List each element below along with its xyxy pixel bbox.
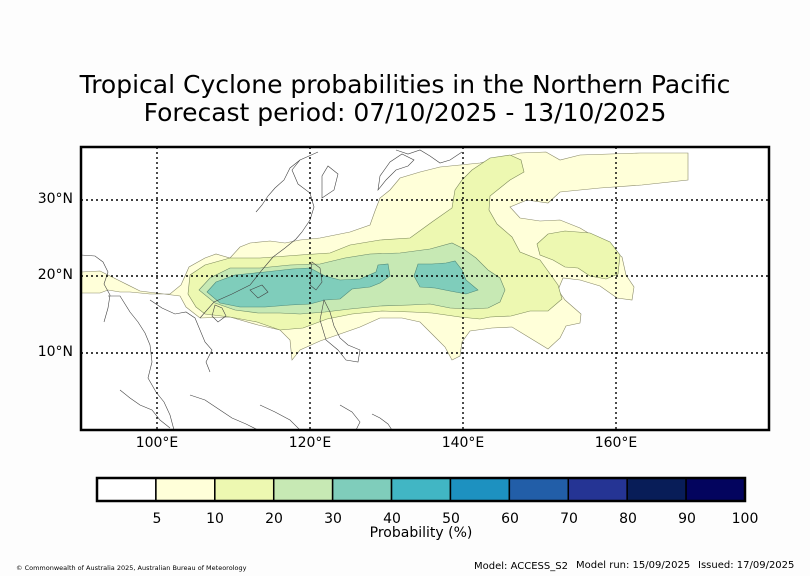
- contour-30-40-east: [413, 260, 479, 295]
- colorbar-tick: 90: [678, 511, 696, 527]
- colorbar-tick: 60: [501, 511, 519, 527]
- lat-label-30n: 30°N: [37, 191, 73, 207]
- colorbar-tick: 20: [265, 511, 283, 527]
- colorbar-tick: 30: [324, 511, 342, 527]
- copyright-notice: © Commonwealth of Australia 2025, Austra…: [16, 564, 247, 572]
- colorbar-tick: 80: [619, 511, 637, 527]
- colorbar-tick: 5: [152, 511, 162, 527]
- colorbar-segment: [96, 477, 157, 502]
- colorbar-label: Probability (%): [369, 525, 473, 541]
- lon-label-120e: 120°E: [288, 435, 332, 451]
- colorbar-segment: [155, 477, 216, 502]
- coastlines: [81, 149, 463, 430]
- map-title: Tropical Cyclone probabilities in the No…: [79, 70, 731, 99]
- lat-label-10n: 10°N: [37, 344, 73, 360]
- graticule: [81, 147, 769, 430]
- colorbar-frame: [95, 476, 747, 503]
- map-frame: [79, 145, 771, 432]
- colorbar-tick: 40: [383, 511, 401, 527]
- colorbar-segment: [272, 477, 334, 502]
- model-name: Model: ACCESS_S2: [474, 561, 568, 572]
- colorbar-segment: [214, 477, 275, 502]
- colorbar-tick: 50: [442, 511, 460, 527]
- lat-label-20n: 20°N: [37, 267, 73, 283]
- colorbar-segment: [390, 477, 452, 502]
- model-run-date: Model run: 15/09/2025: [576, 560, 691, 571]
- contour-30-40: [206, 263, 391, 308]
- colorbar-segment: [508, 477, 570, 502]
- issued-date: Issued: 17/09/2025: [698, 560, 795, 571]
- colorbar-segment: [685, 477, 746, 502]
- forecast-period-subtitle: Forecast period: 07/10/2025 - 13/10/2025: [143, 98, 667, 127]
- lon-label-100e: 100°E: [135, 435, 179, 451]
- lon-label-160e: 160°E: [594, 435, 638, 451]
- colorbar-segment: [626, 477, 687, 502]
- colorbar-tick: 100: [731, 511, 759, 527]
- colorbar-segment: [449, 477, 511, 502]
- colorbar-tick: 10: [206, 511, 224, 527]
- colorbar-segment: [331, 477, 393, 502]
- colorbar: [95, 476, 747, 503]
- lon-label-140e: 140°E: [441, 435, 485, 451]
- colorbar-tick: 70: [560, 511, 578, 527]
- colorbar-segment: [567, 477, 628, 502]
